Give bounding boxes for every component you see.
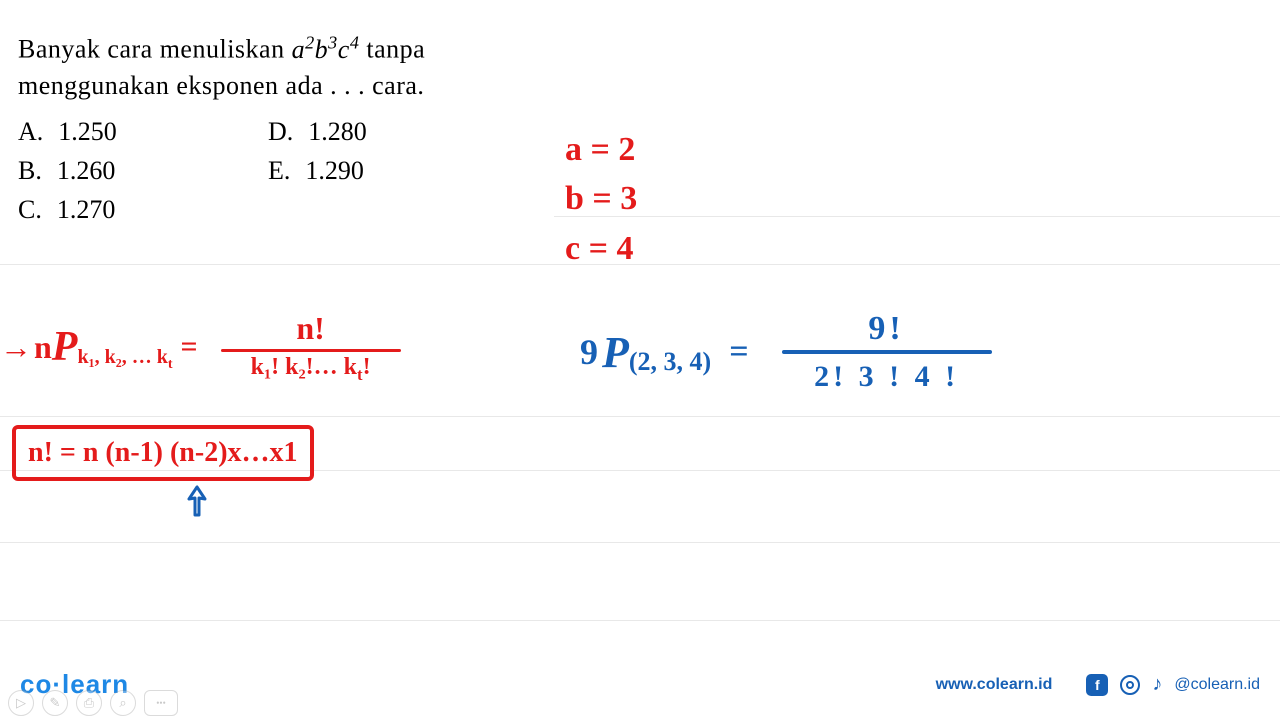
option-c-label: C. [18,190,42,229]
option-e: E. 1.290 [268,151,468,190]
more-button[interactable]: ••• [144,690,178,716]
calculation: 9 P (2, 3, 4) = 9! 2! 3 ! 4 ! [580,310,992,394]
q-a: a [292,35,306,64]
calc-sub: (2, 3, 4) [629,347,711,377]
perm-sub: k₁, k₂, … kt [77,346,172,373]
option-d-label: D. [268,112,293,151]
option-e-label: E. [268,151,290,190]
tiktok-icon[interactable]: ♪ [1152,673,1162,696]
perm-sub-text: k₁, k₂, … k [77,346,167,368]
rule-line [0,264,1280,265]
q-c-sup: 4 [350,32,360,52]
options-grid: A. 1.250 D. 1.280 B. 1.260 E. 1.290 C. 1… [18,112,558,229]
var-c: c = 4 [565,224,637,273]
rule-line [554,216,1280,217]
question-block: Banyak cara menuliskan a2b3c4 tanpa meng… [18,30,558,229]
permutation-formula: → n P k₁, k₂, … kt = n! k₁! k₂!… kt! [0,310,401,385]
option-b: B. 1.260 [18,151,268,190]
perm-n: n [34,329,52,366]
perm-denom-fact: ! [363,354,371,380]
var-a: a = 2 [565,125,637,174]
facebook-icon[interactable]: f [1086,674,1108,696]
perm-eq: = [181,330,198,364]
footer-url[interactable]: www.colearn.id [936,676,1053,694]
calc-fraction: 9! 2! 3 ! 4 ! [782,310,992,394]
option-a-value: 1.250 [58,112,117,151]
option-b-label: B. [18,151,42,190]
footer: co·learn www.colearn.id f ♪ @colearn.id [0,669,1280,700]
q-line2: menggunakan eksponen ada . . . cara. [18,71,424,100]
option-b-value: 1.260 [57,151,116,190]
rule-line [0,620,1280,621]
perm-denom: k₁! k₂!… kt! [251,352,371,385]
factorial-definition-box: n! = n (n-1) (n-2)x…x1 [12,425,314,481]
q-c: c [338,35,350,64]
q-b-sup: 3 [328,32,338,52]
option-e-value: 1.290 [305,151,364,190]
perm-p: P [52,323,78,371]
calc-denom: 2! 3 ! 4 ! [814,354,959,394]
rule-line [0,542,1280,543]
perm-sub-t: t [168,357,173,372]
q-a-sup: 2 [305,32,315,52]
print-button[interactable]: ⎙ [76,690,102,716]
option-d-value: 1.280 [308,112,367,151]
search-button[interactable]: ⌕ [110,690,136,716]
option-c-value: 1.270 [57,190,116,229]
player-toolbar: ▷ ✎ ⎙ ⌕ ••• [8,690,178,716]
q-line1-post: tanpa [359,35,425,64]
calc-eq: = [729,333,748,371]
calc-9: 9 [580,331,598,373]
up-arrow-icon [185,485,209,525]
option-d: D. 1.280 [268,112,468,151]
play-button[interactable]: ▷ [8,690,34,716]
q-b: b [315,35,329,64]
question-text: Banyak cara menuliskan a2b3c4 tanpa meng… [18,30,558,104]
calc-p: P [602,327,629,378]
factorial-def-text: n! = n (n-1) (n-2)x…x1 [28,437,298,468]
var-b: b = 3 [565,174,637,223]
footer-right: www.colearn.id f ♪ @colearn.id [936,673,1260,696]
option-c: C. 1.270 [18,190,268,229]
rule-line [0,416,1280,417]
perm-denom-text: k₁! k₂!… k [251,354,357,380]
arrow-right-icon: → [0,329,32,366]
calc-num: 9! [858,310,914,350]
option-a-label: A. [18,112,43,151]
footer-handle[interactable]: @colearn.id [1174,676,1260,694]
option-a: A. 1.250 [18,112,268,151]
perm-fraction: n! k₁! k₂!… kt! [221,310,401,385]
perm-num: n! [286,310,334,349]
instagram-icon[interactable] [1120,675,1140,695]
variables-annotation: a = 2 b = 3 c = 4 [565,125,637,273]
q-line1-pre: Banyak cara menuliskan [18,35,292,64]
edit-button[interactable]: ✎ [42,690,68,716]
